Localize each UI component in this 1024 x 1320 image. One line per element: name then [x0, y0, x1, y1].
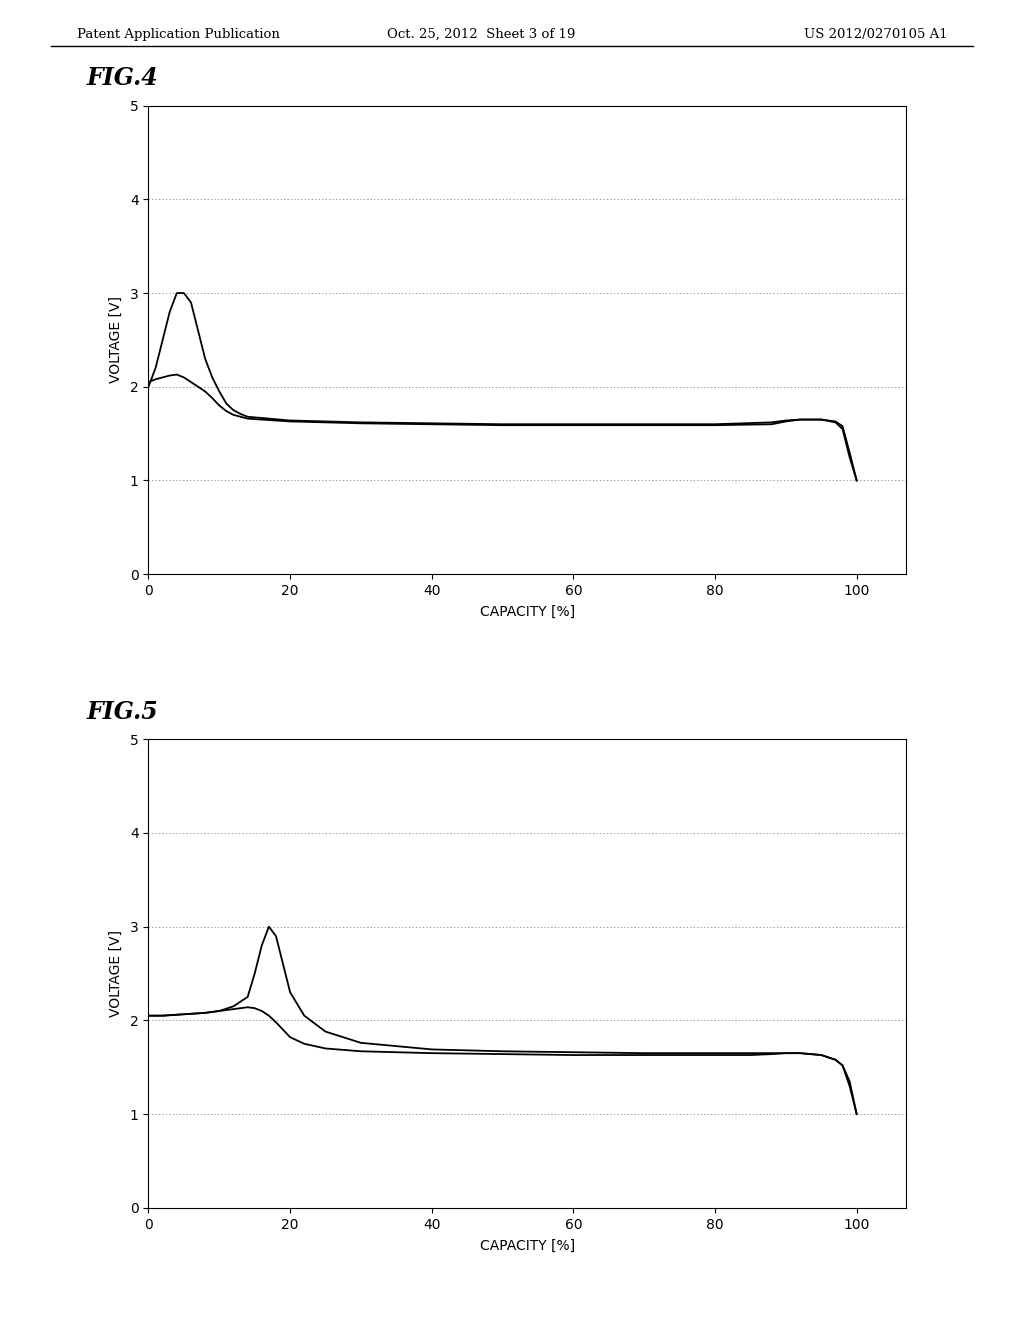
Y-axis label: VOLTAGE [V]: VOLTAGE [V]	[109, 297, 123, 383]
Text: US 2012/0270105 A1: US 2012/0270105 A1	[804, 28, 947, 41]
X-axis label: CAPACITY [%]: CAPACITY [%]	[480, 1238, 574, 1253]
Text: FIG.5: FIG.5	[87, 700, 159, 723]
Text: Oct. 25, 2012  Sheet 3 of 19: Oct. 25, 2012 Sheet 3 of 19	[387, 28, 575, 41]
Text: FIG.4: FIG.4	[87, 66, 159, 90]
Y-axis label: VOLTAGE [V]: VOLTAGE [V]	[109, 931, 123, 1016]
Text: Patent Application Publication: Patent Application Publication	[77, 28, 280, 41]
X-axis label: CAPACITY [%]: CAPACITY [%]	[480, 605, 574, 619]
